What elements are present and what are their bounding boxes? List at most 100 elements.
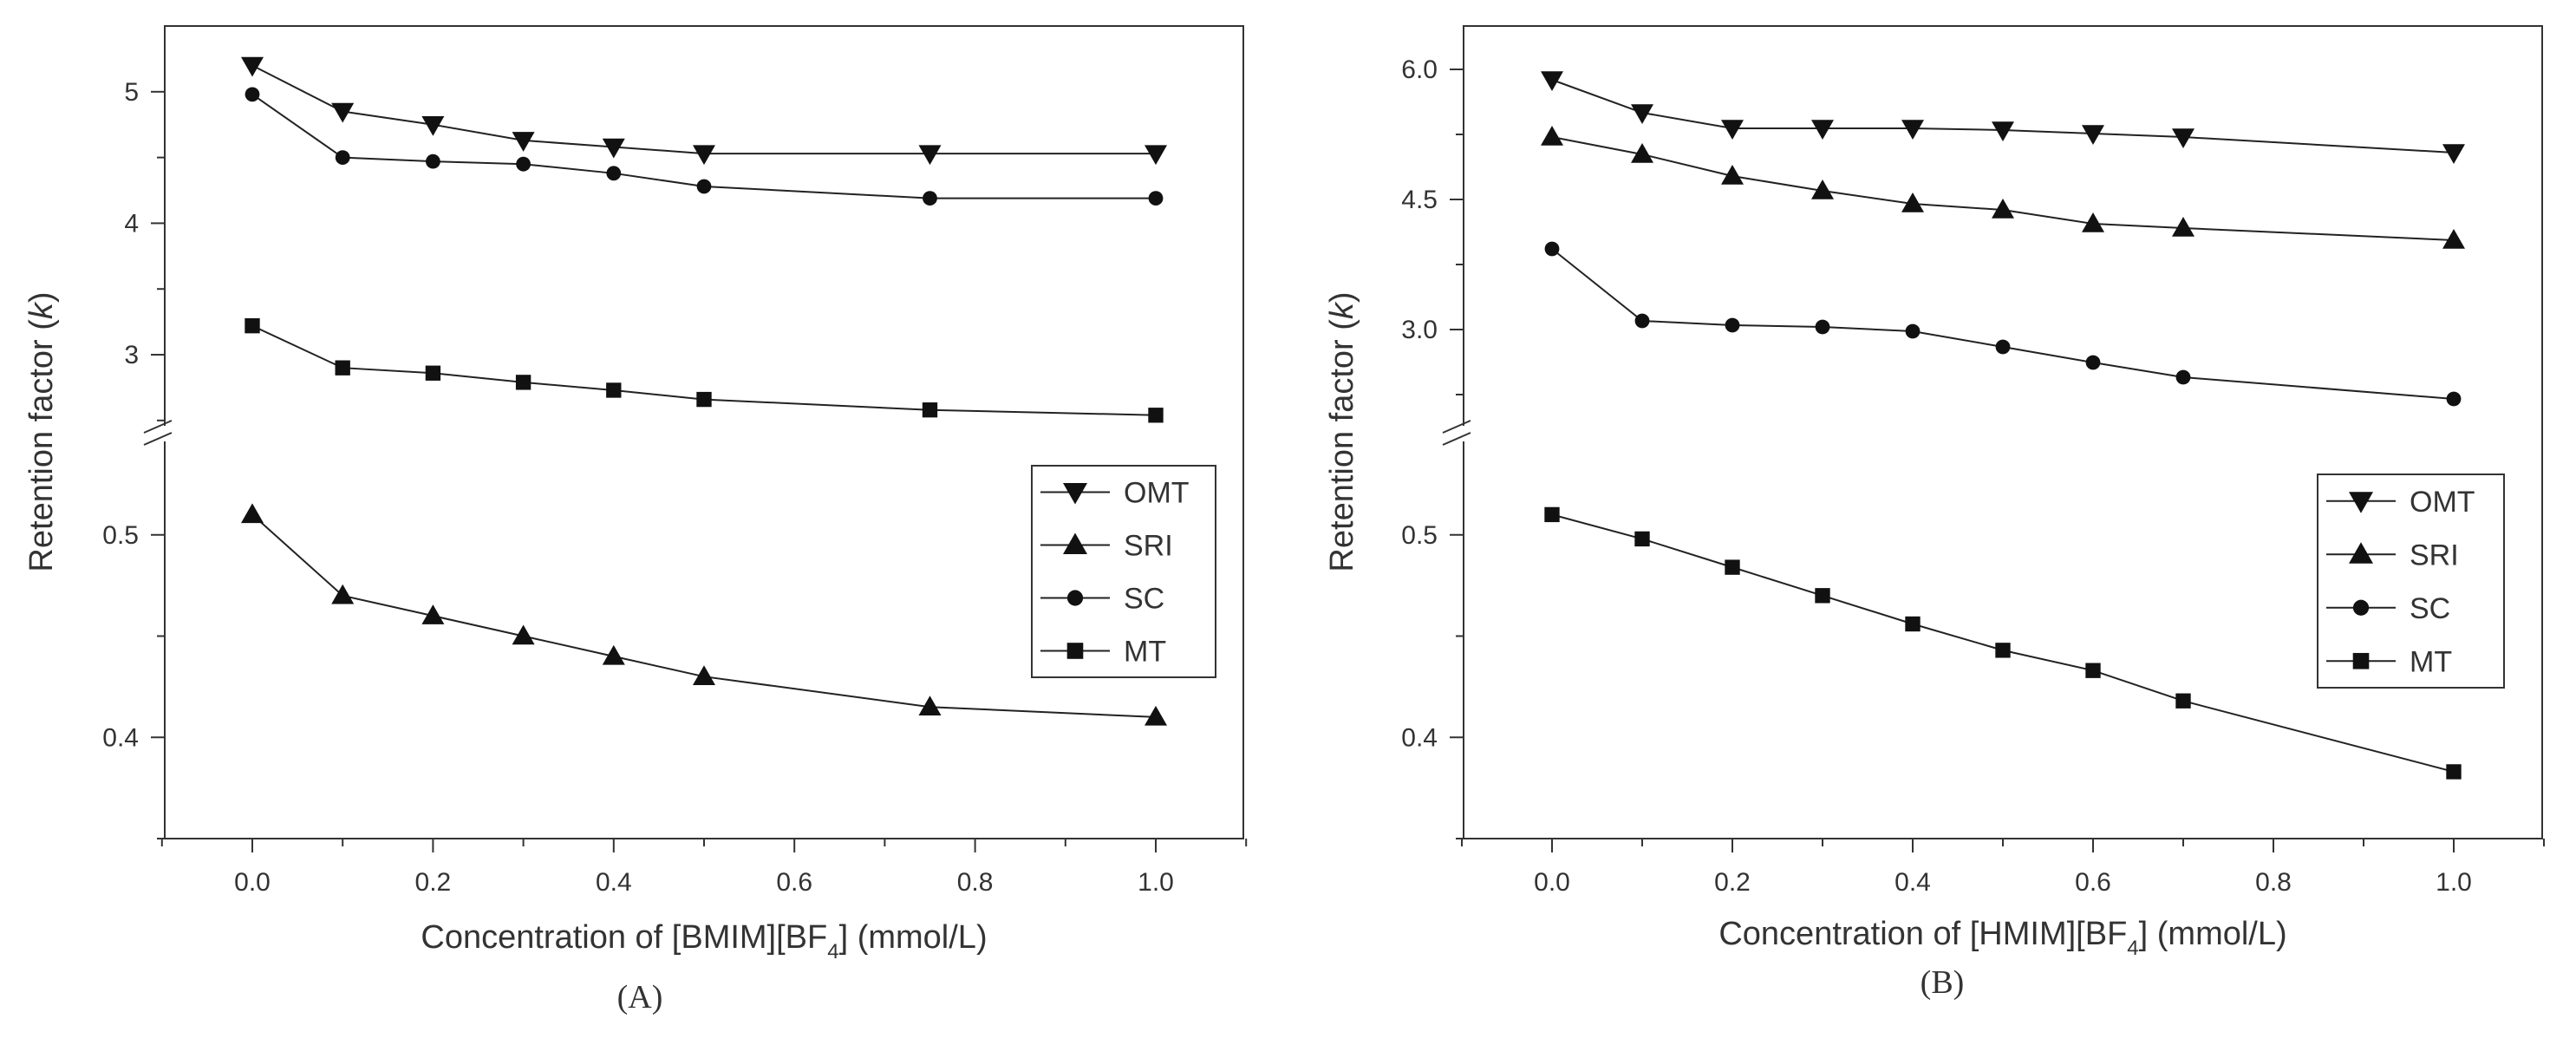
axis-break-mark [1442,420,1471,434]
series-mt [1544,506,2462,780]
legend-marker-sc [2352,599,2370,616]
legend-label: OMT [1124,477,1190,510]
data-point-omt [331,102,355,123]
data-point-omt [241,56,264,77]
data-point-sc [1995,339,2011,355]
legend-label: SC [2410,592,2450,625]
legend-marker-mt [2352,652,2370,669]
series-line-sri [251,513,1157,718]
data-point-sri [421,604,445,624]
data-point-mt [606,382,622,398]
series-line-sc [1551,248,2455,400]
data-point-sri [2442,229,2465,249]
x-tick-label: 0.0 [1534,868,1570,897]
y-tick-label: 0.4 [1401,723,1438,752]
data-point-omt [1992,121,2014,141]
legend-marker-omt [1063,483,1087,505]
y-axis-label-italic: k [23,301,60,319]
y-tick-label: 3 [124,341,139,369]
series-sc [245,87,1164,206]
series-line-mt [251,324,1157,416]
data-point-sc [923,191,937,206]
legend: OMT SRI SC MT [2317,473,2505,689]
data-point-omt [421,115,445,136]
x-axis-label-part: Concentration of [HMIM][BF [1718,916,2127,952]
x-tick-label: 0.4 [596,868,632,897]
data-point-sc [1725,317,1740,333]
data-point-mt [1815,588,1830,604]
x-tick-label: 0.4 [1895,868,1931,897]
x-tick-label: 1.0 [1138,868,1174,897]
data-point-sri [918,696,942,715]
data-point-omt [602,138,625,159]
data-point-sri [1631,143,1653,163]
axis-break-mark [143,420,173,434]
y-axis-label-part: Retention factor ( [23,319,60,572]
data-point-mt [1148,408,1164,423]
data-point-omt [1811,120,1834,140]
x-axis-label-part: ] (mmol/L) [2139,916,2287,952]
data-point-sri [331,584,355,604]
x-axis-label: Concentration of [BMIM][BF4] (mmol/L) [421,919,987,963]
legend-item: SRI [1040,530,1173,563]
data-point-sri [241,503,264,524]
data-point-mt [696,391,712,408]
y-tick-label: 5 [124,78,139,107]
data-point-omt [1541,71,1563,91]
data-point-sri [512,624,535,645]
data-point-mt [515,375,532,390]
data-point-mt [1905,616,1921,632]
legend-label: SC [1124,583,1164,616]
legend-box [2317,473,2505,689]
data-point-mt [2446,764,2462,780]
legend-marker-sri [2349,542,2373,564]
x-tick-label: 0.6 [776,868,812,897]
data-point-sc [1148,191,1164,206]
data-point-mt [2175,693,2191,709]
legend-marker-sc [1066,590,1084,606]
y-tick-label: 4.5 [1401,186,1438,214]
y-axis-label: Retention factor (k) [1324,291,1360,571]
legend-item: SC [2326,592,2450,625]
panel-label: (B) [1921,964,1965,1001]
data-point-mt [425,365,441,381]
series-line-omt [1551,79,2455,153]
chart-panel-a: 0.0 0.2 0.4 0.6 0.8 1.0 3 4 5 0.4 0.5 OMT SRI SC MT Con… [23,25,1248,1016]
legend-label: SRI [1124,530,1173,563]
data-point-sri [1992,199,2014,219]
y-tick-label: 0.5 [1401,521,1438,550]
x-axis-label-subscript: 4 [2127,937,2138,960]
data-point-sc [245,87,260,102]
data-point-sri [1145,705,1167,726]
y-axis-label-italic: k [1324,301,1360,319]
legend-item: OMT [2326,486,2475,519]
series-line-omt [251,64,1156,155]
legend-label: SRI [2410,539,2459,571]
data-point-sri [693,665,715,685]
data-point-mt [922,402,938,418]
legend-item: MT [2326,645,2452,678]
legend-item: SC [1040,583,1164,616]
legend-marker-omt [2349,492,2373,513]
chart-panel-b: 0.0 0.2 0.4 0.6 0.8 1.0 3.0 4.5 6.0 0.4 0.5 OMT SRI S… [1324,25,2545,1001]
data-point-sc [426,153,440,169]
data-point-omt [1631,104,1653,124]
series-mt [245,317,1164,423]
data-point-sri [1901,193,1924,212]
data-point-sri [1541,126,1563,146]
y-axis-label-part: Retention factor ( [1324,319,1360,572]
data-point-mt [1544,506,1560,523]
series-omt [1541,71,2465,164]
data-point-mt [1995,643,2011,658]
y-axis-label: Retention factor (k) [23,291,60,571]
y-tick-label: 0.4 [102,723,139,752]
y-axis-label-part: ) [23,291,60,303]
series-line-sc [251,94,1156,199]
data-point-sri [2082,212,2104,232]
x-axis-label: Concentration of [HMIM][BF4] (mmol/L) [1718,916,2286,960]
data-point-sc [1634,313,1650,329]
data-point-mt [335,360,350,376]
series-omt [241,56,1167,166]
data-point-omt [2442,144,2465,164]
